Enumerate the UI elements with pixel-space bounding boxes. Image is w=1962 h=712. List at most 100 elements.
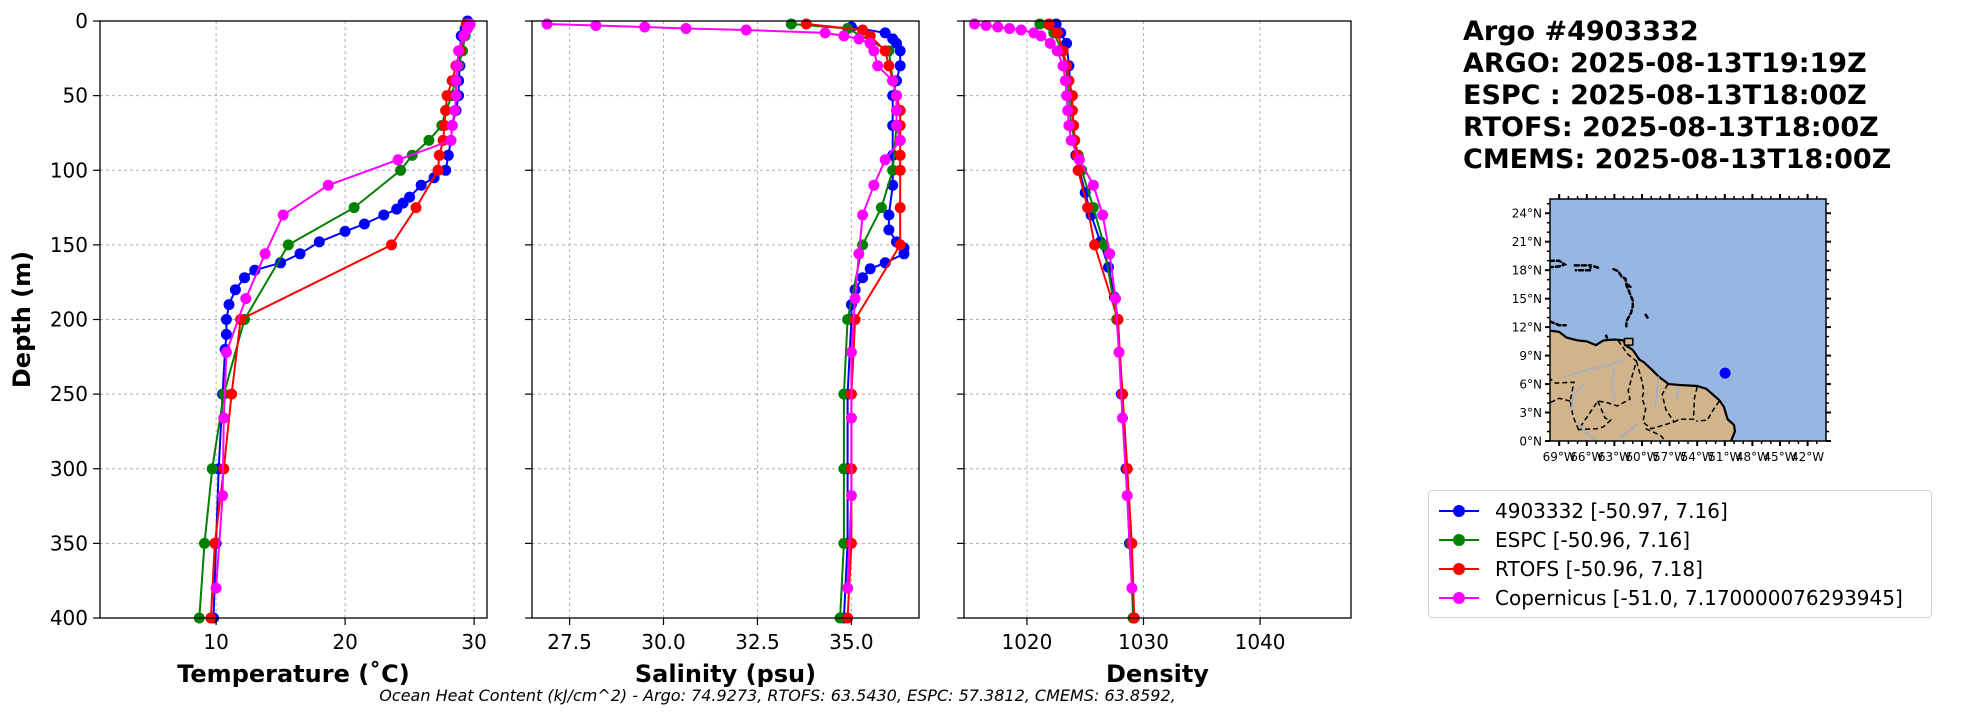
salinity-series-copernicus-point — [894, 134, 906, 146]
temperature-series-4903332-line — [212, 20, 469, 619]
temperature-series-4903332-point — [229, 284, 241, 296]
salinity-series-copernicus-point — [639, 21, 651, 33]
map-float-marker — [1719, 367, 1731, 379]
map-island — [1550, 320, 1567, 327]
map-river — [1676, 385, 1680, 399]
temperature-series-rtofs — [205, 18, 472, 624]
map-lon-label: 51°W — [1708, 450, 1741, 464]
map-island-trinidad — [1623, 337, 1634, 346]
location-map: 0°N 3°N 6°N 9°N 12°N 15°N 18°N 21°N 24°N 69°W66°W… — [1512, 194, 1831, 464]
salinity-series-4903332-point — [857, 272, 869, 284]
info-cmems-time: CMEMS: 2025-08-13T18:00Z — [1463, 144, 1892, 175]
temperature-series-espc-point — [199, 537, 210, 549]
map-lon-label: 54°W — [1681, 450, 1714, 464]
density-series-rtofs — [1043, 18, 1140, 624]
temperature-x-tick-label: 30 — [461, 630, 486, 654]
legend-label-rtofs: RTOFS [-50.96, 7.18] — [1495, 556, 1703, 581]
temperature-series-4903332-point — [358, 218, 370, 230]
temperature-series-rtofs-point — [386, 239, 397, 251]
temperature-y-tick-label: 0 — [75, 9, 88, 33]
map-lat-label: 24°N — [1512, 207, 1542, 221]
salinity-series-rtofs-point — [894, 202, 906, 214]
salinity-series-copernicus-point — [891, 105, 902, 116]
density-series-copernicus-point — [1044, 37, 1056, 49]
salinity-series-copernicus-point — [740, 24, 752, 36]
density-series-copernicus-point — [1004, 23, 1015, 34]
temperature-y-tick-label: 100 — [50, 158, 88, 182]
density-series-copernicus-point — [1121, 490, 1133, 502]
temperature-series-espc-point — [282, 239, 294, 251]
map-lat-label: 21°N — [1512, 235, 1542, 249]
density-series-rtofs-point — [1072, 164, 1084, 176]
temperature-series-4903332-point — [391, 203, 403, 215]
temperature-series-copernicus-point — [450, 90, 462, 102]
map-lat-label: 12°N — [1512, 321, 1542, 335]
temperature-series-copernicus-point — [218, 412, 230, 424]
salinity-series-copernicus-point — [891, 90, 902, 102]
map-island — [1604, 334, 1609, 339]
map-country-border — [1696, 400, 1720, 422]
salinity-series-espc — [785, 18, 902, 624]
info-argo-time: ARGO: 2025-08-13T19:19Z — [1463, 48, 1867, 79]
temperature-y-tick-label: 300 — [50, 457, 88, 481]
map-river — [1576, 421, 1597, 441]
salinity-x-tick-label: 32.5 — [735, 630, 780, 654]
legend-swatch-espc — [1439, 530, 1479, 550]
salinity-series-4903332-point — [883, 224, 895, 236]
map-lat-label: 9°N — [1519, 349, 1542, 363]
map-lat-label: 3°N — [1519, 406, 1542, 420]
temperature-series-rtofs-point — [438, 120, 450, 131]
density-x-tick-label: 1040 — [1235, 630, 1286, 654]
density-series-rtofs-point — [1051, 27, 1063, 39]
map-country-border — [1673, 386, 1698, 423]
salinity-series-copernicus-point — [849, 293, 861, 305]
map-island — [1592, 265, 1601, 270]
salinity-series-rtofs-point — [800, 18, 812, 30]
density-x-axis-label: Density — [1106, 660, 1209, 688]
map-country-border — [1578, 400, 1613, 431]
salinity-series-copernicus-point — [887, 75, 899, 87]
salinity-series-4903332-point — [864, 263, 876, 275]
legend-label-espc: ESPC [-50.96, 7.16] — [1495, 527, 1691, 552]
temperature-y-tick-label: 150 — [50, 233, 88, 257]
salinity-series-rtofs-point — [879, 45, 891, 57]
temperature-series-rtofs-point — [209, 537, 221, 549]
temperature-y-tick-label: 400 — [50, 606, 88, 630]
temperature-series-copernicus-point — [392, 154, 404, 166]
map-island — [1626, 283, 1633, 289]
density-series-copernicus-line — [974, 23, 1133, 589]
temperature-series-4903332-point — [442, 149, 454, 161]
temperature-series-copernicus-point — [445, 134, 457, 146]
temperature-series-copernicus-point — [446, 120, 458, 131]
temperature-series-espc-point — [348, 202, 360, 214]
salinity-x-tick-label: 30.0 — [641, 630, 686, 654]
temperature-series-4903332-point — [415, 179, 427, 191]
salinity-series-rtofs-point — [849, 314, 861, 325]
temperature-series-copernicus-point — [277, 209, 289, 221]
map-river — [1570, 383, 1586, 411]
temperature-series-rtofs-point — [432, 164, 444, 176]
temperature-y-tick-label: 50 — [63, 84, 88, 108]
density-series-copernicus-point — [1110, 293, 1121, 305]
legend-item-copernicus: Copernicus [-51.0, 7.170000076293945] — [1439, 583, 1921, 612]
density-series-copernicus-point — [1126, 582, 1138, 594]
salinity-series-espc-point — [875, 202, 887, 214]
density-series-copernicus-point — [1051, 45, 1063, 57]
temperature-series-espc-point — [206, 463, 218, 475]
temperature-series-4903332-point — [223, 299, 235, 311]
salinity-series-copernicus-point — [891, 120, 902, 131]
temperature-series-espc-point — [395, 164, 407, 176]
temperature-series-copernicus-point — [259, 248, 271, 260]
density-series-copernicus-point — [1073, 154, 1085, 166]
map-lon-label: 42°W — [1791, 450, 1824, 464]
map-country-border — [1645, 428, 1667, 441]
salinity-series-copernicus-point — [819, 27, 831, 39]
temperature-series-4903332-point — [339, 225, 351, 237]
density-series-rtofs-point — [1121, 463, 1133, 475]
legend-swatch-rtofs — [1439, 559, 1479, 579]
density-series-copernicus — [969, 18, 1138, 594]
legend-swatch-copernicus — [1439, 588, 1479, 608]
temperature-series-copernicus-point — [240, 293, 252, 305]
map-lon-label: 66°W — [1570, 450, 1603, 464]
temperature-series-copernicus-point — [451, 60, 463, 72]
